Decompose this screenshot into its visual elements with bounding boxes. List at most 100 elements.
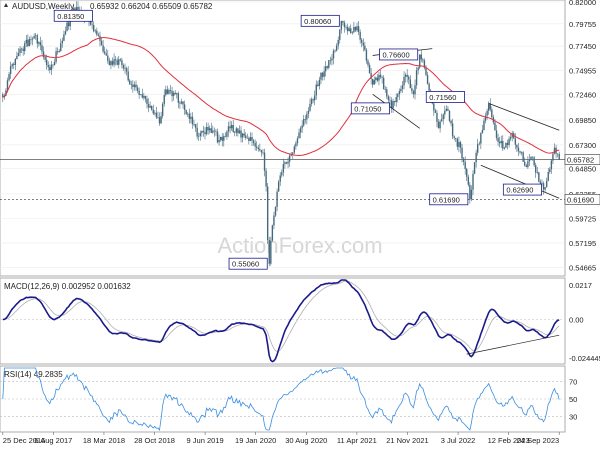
candle-body: [246, 137, 249, 139]
candle-body: [199, 132, 201, 137]
candle-body: [207, 126, 209, 131]
candle-body: [172, 92, 175, 97]
candle-body: [276, 191, 278, 207]
candle-body: [312, 99, 314, 101]
candle-body: [434, 110, 437, 113]
price-label: 0.55060: [232, 260, 259, 269]
candle-body: [282, 164, 285, 173]
candle-body: [238, 130, 241, 134]
candle-body: [31, 38, 34, 40]
candle-body: [155, 112, 158, 118]
price-panel-border: [0, 0, 566, 277]
candle-body: [132, 84, 134, 88]
candle-body: [119, 59, 122, 61]
candle-body: [266, 186, 269, 240]
candle-body: [478, 143, 480, 145]
watermark: ActionForex.com: [217, 233, 382, 258]
x-tick-label: 12 Feb 2023: [488, 436, 530, 445]
candle-body: [558, 154, 560, 160]
price-label: 0.81350: [57, 12, 84, 21]
candle-body: [461, 147, 463, 159]
candle-body: [74, 8, 76, 12]
candle-body: [467, 176, 470, 185]
candle-body: [473, 162, 476, 174]
price-label: 0.76600: [383, 50, 410, 59]
candle-body: [329, 60, 332, 61]
candle-body: [422, 59, 424, 61]
candle-body: [234, 131, 236, 133]
moving-average-line: [2, 37, 560, 157]
candle-body: [326, 66, 328, 68]
candle-body: [66, 22, 68, 32]
candle-body: [445, 108, 448, 111]
candle-body: [328, 60, 330, 68]
candle-body: [17, 52, 20, 56]
price-label-box: [502, 183, 542, 196]
candle-body: [285, 162, 288, 164]
candle-body: [8, 74, 10, 81]
price-label: 0.61690: [433, 195, 460, 204]
candle-body: [362, 42, 364, 46]
candle-body: [47, 65, 49, 68]
trendline: [488, 103, 560, 131]
candle-body: [340, 20, 343, 30]
candle-body: [386, 89, 388, 97]
candle-body: [34, 35, 37, 36]
candle-body: [61, 40, 64, 44]
candle-body: [129, 80, 131, 85]
x-tick-label: 6 Aug 2017: [34, 436, 72, 445]
candle-body: [472, 173, 474, 190]
candle-body: [183, 104, 186, 110]
candle-body: [188, 113, 191, 119]
candle-body: [378, 74, 380, 81]
candle-body: [53, 61, 56, 66]
candle-body: [218, 139, 220, 143]
candle-body: [379, 74, 382, 78]
candle-body: [20, 48, 23, 50]
candle-body: [398, 91, 401, 95]
x-tick-label: 3 Jul 2022: [441, 436, 476, 445]
x-tick-label: 19 Jan 2020: [235, 436, 276, 445]
candle-body: [16, 55, 18, 60]
candle-body: [350, 28, 352, 33]
candle-body: [248, 138, 250, 141]
candle-body: [332, 50, 335, 59]
candle-body: [533, 157, 535, 166]
candle-body: [477, 144, 479, 153]
candle-body: [500, 140, 502, 144]
candle-body: [67, 22, 70, 27]
candle-body: [453, 136, 455, 138]
candle-body: [541, 183, 543, 184]
candle-body: [265, 170, 267, 187]
candle-body: [444, 110, 446, 115]
candle-body: [176, 93, 178, 95]
candle-body: [466, 168, 468, 177]
candle-body: [223, 136, 225, 141]
candle-body: [9, 66, 12, 75]
candle-body: [384, 89, 386, 90]
candle-body: [387, 96, 390, 100]
candle-body: [535, 165, 537, 173]
trendline: [480, 164, 560, 199]
candle-body: [89, 21, 92, 25]
candle-body: [180, 101, 183, 104]
candle-body: [77, 6, 79, 12]
candle-body: [498, 141, 501, 144]
candle-body: [309, 104, 311, 111]
candle-body: [320, 72, 322, 80]
candle-body: [486, 110, 488, 116]
candle-body: [111, 61, 114, 65]
candle-body: [545, 180, 548, 188]
candle-body: [292, 152, 294, 154]
candle-body: [125, 68, 128, 72]
candle-body: [146, 98, 148, 104]
candle-body: [45, 59, 48, 66]
candle-body: [118, 59, 120, 65]
candle-body: [364, 45, 366, 50]
candle-body: [63, 34, 65, 41]
candle-body: [274, 206, 277, 216]
candle-body: [152, 109, 154, 114]
candle-body: [409, 79, 412, 89]
